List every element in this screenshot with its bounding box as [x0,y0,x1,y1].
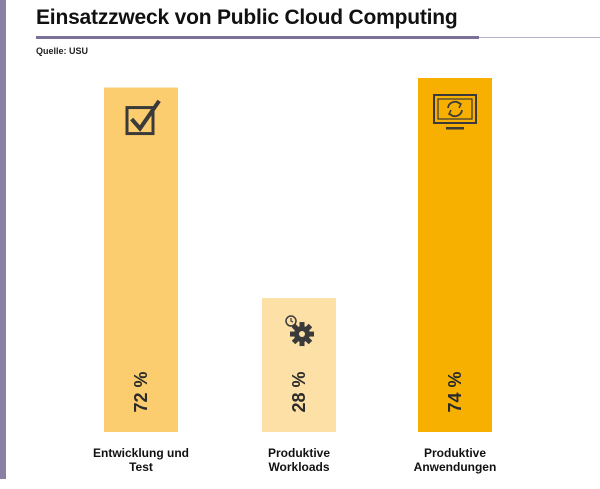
category-label: Produktive Anwendungen [414,446,497,474]
bar [262,298,336,432]
monitor-refresh-icon [433,94,477,130]
value-label: 28 % [289,371,309,412]
chart-title: Einsatzzweck von Public Cloud Computing [36,6,458,29]
value-label: 74 % [445,371,465,412]
title-underline-extension [479,37,600,38]
gear-clock-icon [285,315,314,347]
bar [104,87,178,432]
category-label: Entwicklung und Test [93,446,189,474]
checkbox-icon [125,99,161,136]
accent-side-bar [0,0,6,479]
value-label: 72 % [131,371,151,412]
category-label: Produktive Workloads [268,446,330,474]
title-underline [36,36,479,39]
source-note: Quelle: USU [36,46,89,56]
bar [418,78,492,432]
